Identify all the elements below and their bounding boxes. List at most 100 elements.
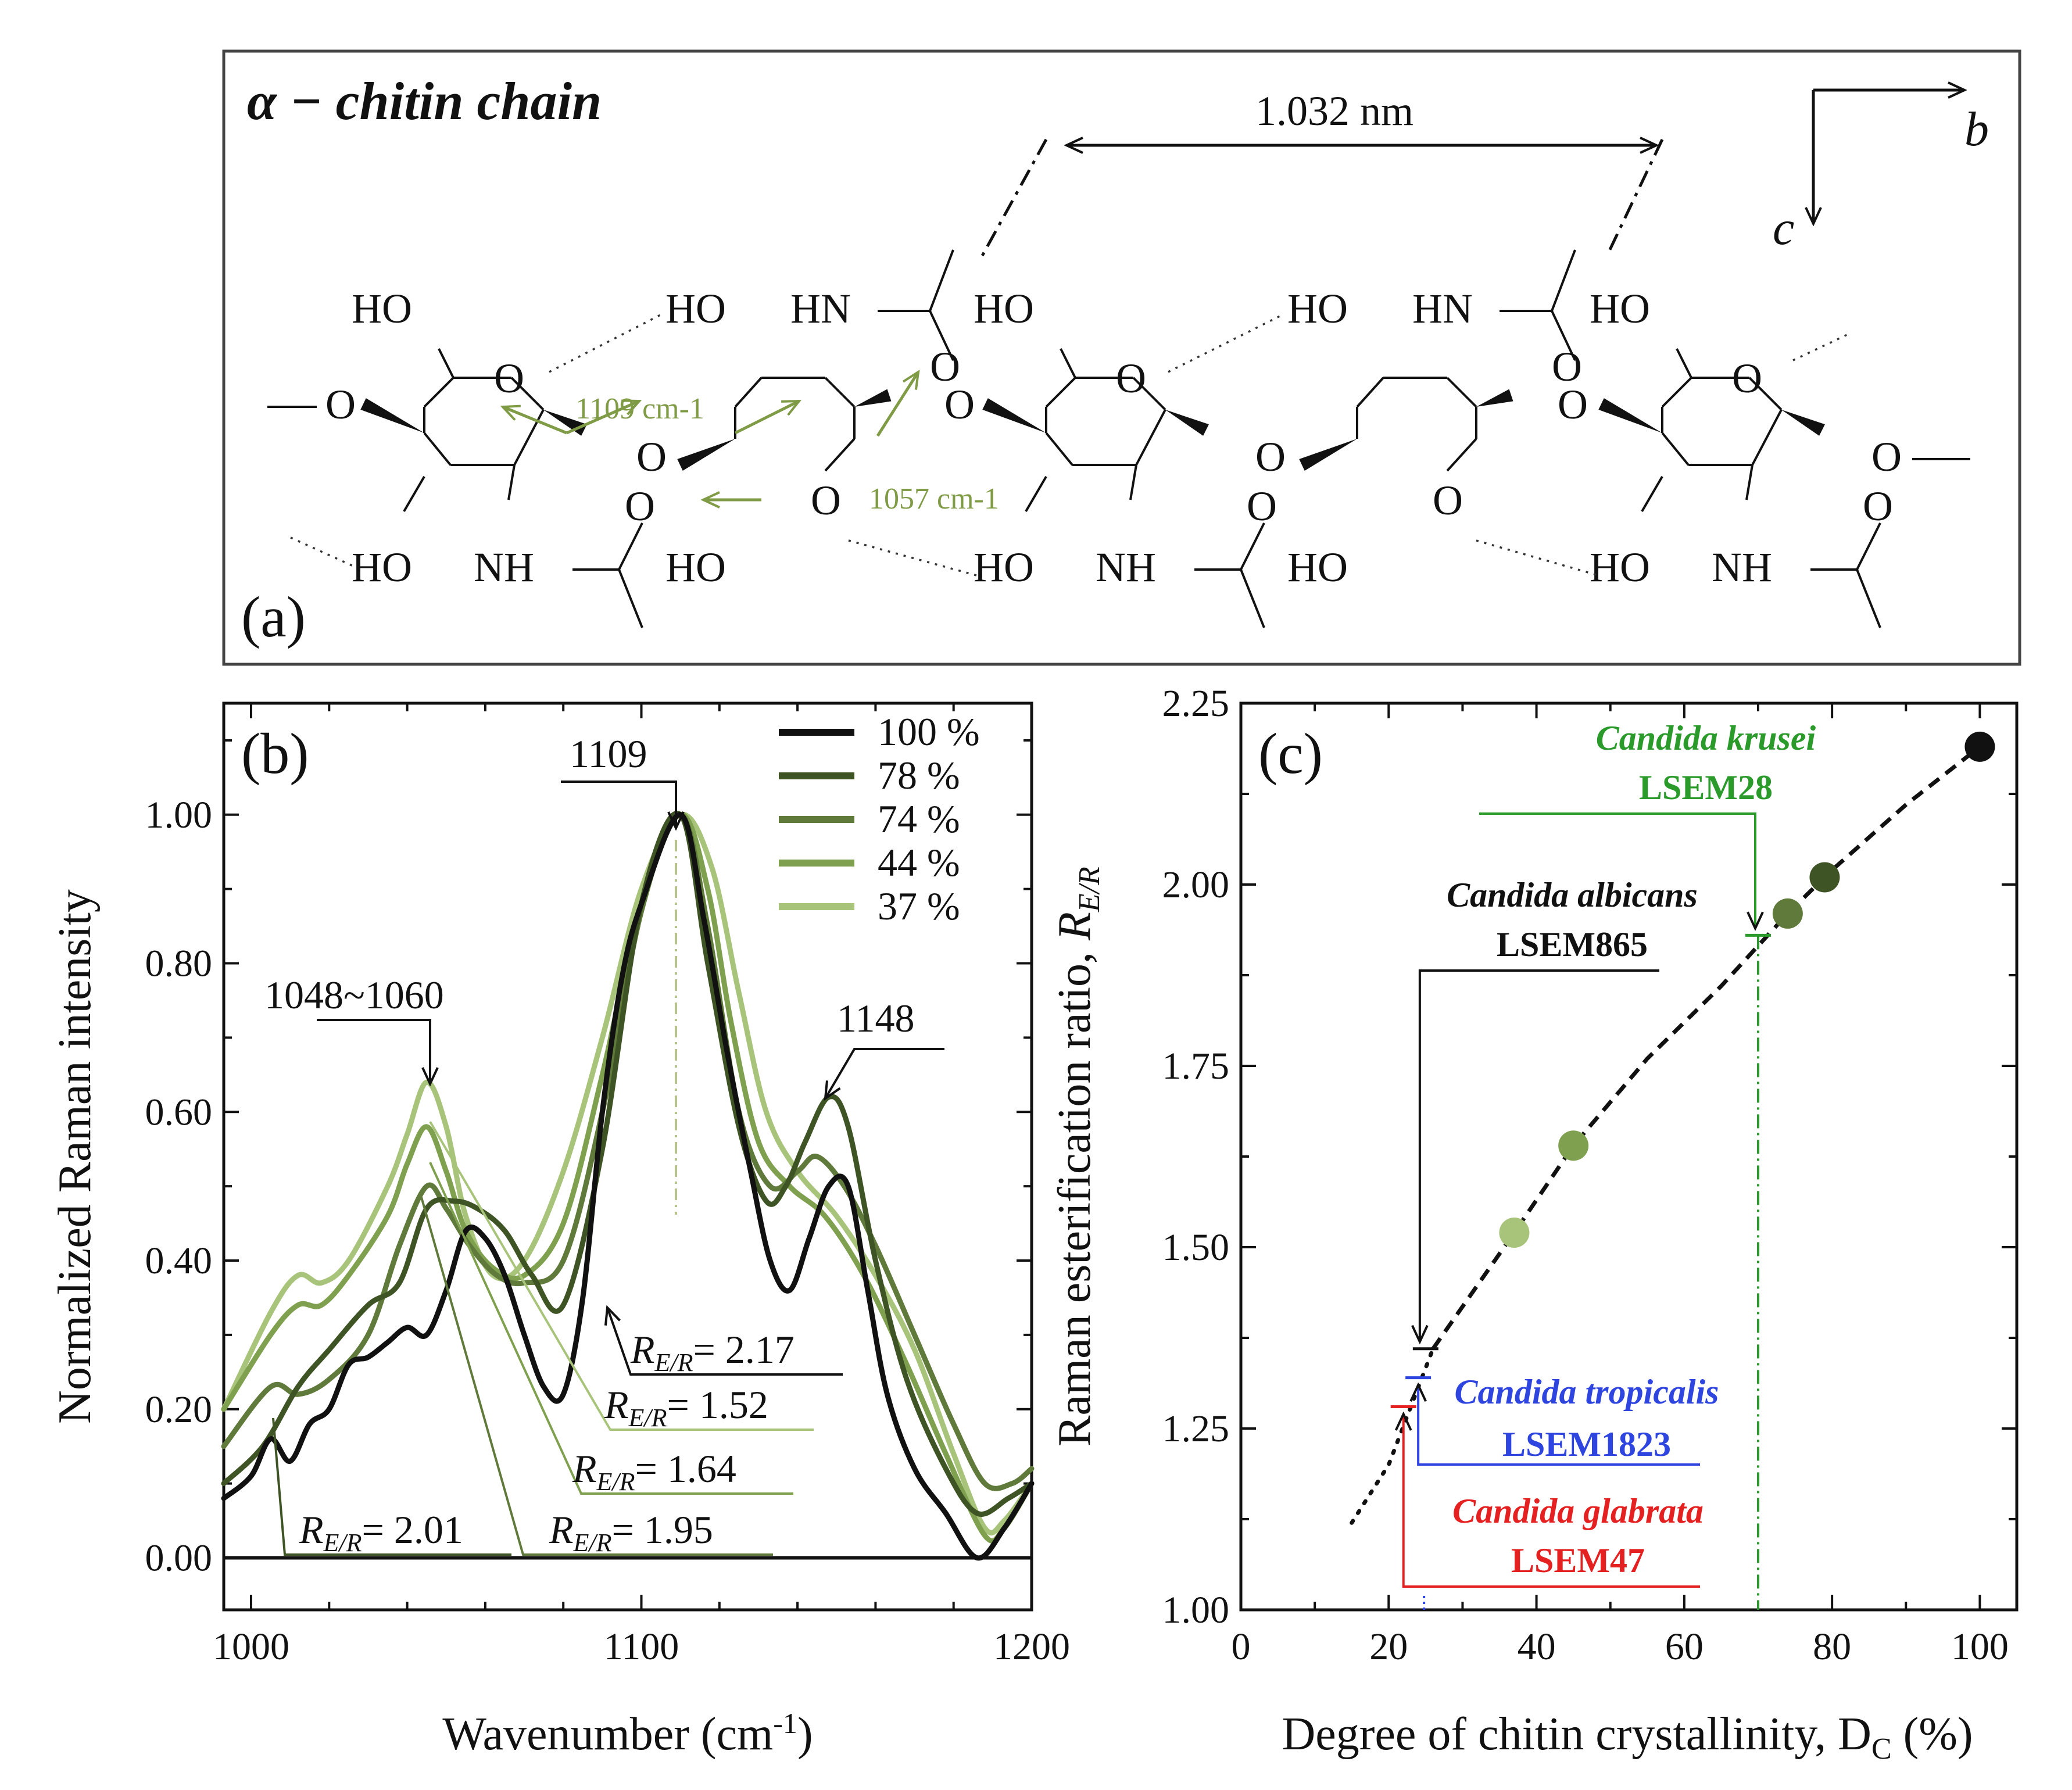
hydrogen-bond bbox=[1792, 333, 1849, 361]
bond bbox=[1661, 432, 1690, 466]
glycosidic-oxygen: O bbox=[1558, 381, 1588, 428]
legend-label: 37 % bbox=[878, 884, 960, 928]
x-tick-label: 1100 bbox=[604, 1626, 679, 1668]
vib-1057-label: 1057 cm-1 bbox=[869, 482, 999, 515]
ring-oxygen: O bbox=[1116, 355, 1146, 402]
y-tick-label: 0.80 bbox=[145, 943, 213, 985]
vib-1109-label: 1109 cm-1 bbox=[575, 392, 704, 425]
bond bbox=[1446, 438, 1477, 472]
bond bbox=[1551, 249, 1576, 312]
y-tick-label: 0.60 bbox=[145, 1091, 213, 1133]
panel-a-label: (a) bbox=[241, 585, 306, 649]
bond bbox=[1856, 569, 1881, 628]
hydroxyl: HO bbox=[1287, 285, 1348, 332]
spectrum-line bbox=[221, 811, 1035, 1535]
x-tick-label: 80 bbox=[1813, 1626, 1851, 1668]
hydrogen-bond bbox=[290, 536, 355, 568]
albicans-strain: LSEM865 bbox=[1497, 925, 1648, 964]
bond bbox=[618, 569, 643, 628]
wedge-bond bbox=[1476, 389, 1513, 407]
carbonyl-oxygen: O bbox=[1247, 483, 1277, 529]
glabrata-strain: LSEM47 bbox=[1511, 1541, 1645, 1580]
data-point bbox=[1809, 862, 1840, 893]
peak-1048-label: 1048~1060 bbox=[264, 973, 444, 1017]
hydroxyl: HO bbox=[1590, 285, 1650, 332]
carbonyl-oxygen: O bbox=[625, 483, 655, 529]
hydroxyl: HO bbox=[974, 285, 1034, 332]
wedge-bond bbox=[854, 389, 892, 407]
axis-indicator bbox=[1813, 90, 1964, 224]
albicans-leader bbox=[1420, 969, 1659, 1342]
legend-label: 74 % bbox=[878, 797, 960, 841]
legend-label: 78 % bbox=[878, 753, 960, 797]
amide-nh: NH bbox=[474, 544, 534, 590]
bond bbox=[1661, 377, 1692, 408]
panel-b-tick-labels: 0.00 0.20 0.40 0.60 0.80 1.00 1000 1100 1200 bbox=[145, 794, 1071, 1668]
ring-oxygen: O bbox=[1732, 355, 1762, 402]
bond bbox=[423, 377, 455, 408]
wedge-bond bbox=[1165, 410, 1209, 436]
data-point bbox=[1558, 1130, 1589, 1161]
legend-label: 100 % bbox=[878, 710, 980, 754]
krusei-strain: LSEM28 bbox=[1639, 768, 1773, 807]
panel-c-crystallinity: 0 20 40 60 80 100 1.00 1.25 1.50 1.75 2.00 2.25 (c)… bbox=[1162, 682, 2019, 1668]
ratio-leaders bbox=[272, 1120, 843, 1556]
amide-nh: NH bbox=[1712, 544, 1772, 590]
peak-1048-annotation bbox=[317, 1019, 430, 1084]
species-annotations: Candida krusei LSEM28 Candida albicans LSEM… bbox=[1404, 719, 1816, 1588]
bond bbox=[1135, 409, 1166, 466]
fit-extrapolation bbox=[1350, 1347, 1436, 1525]
legend-label: 44 % bbox=[878, 840, 960, 885]
panel-c-tick-labels: 0 20 40 60 80 100 1.00 1.25 1.50 1.75 2.00 2.25 bbox=[1162, 682, 2009, 1668]
bond bbox=[423, 432, 452, 466]
ratio-164: RE/R= 1.64 bbox=[572, 1447, 736, 1496]
bond bbox=[1641, 475, 1663, 513]
bond bbox=[1748, 377, 1783, 411]
bond bbox=[824, 438, 856, 472]
bond bbox=[1240, 569, 1265, 628]
carbonyl-oxygen: O bbox=[1552, 343, 1582, 390]
bond bbox=[1551, 310, 1576, 361]
tropicalis-leader bbox=[1418, 1385, 1700, 1466]
tropicalis-species: Candida tropicalis bbox=[1454, 1373, 1719, 1411]
y-tick-label: 1.00 bbox=[1162, 1589, 1230, 1631]
hydroxyl: HO bbox=[665, 285, 726, 332]
krusei-leader bbox=[1479, 812, 1755, 928]
bond bbox=[510, 377, 545, 411]
spectrum-line bbox=[221, 812, 1035, 1561]
amide-hn: HN bbox=[790, 285, 851, 332]
data-points bbox=[1499, 731, 1995, 1248]
y-tick-label: 1.75 bbox=[1162, 1045, 1230, 1087]
hydrogen-bond bbox=[1476, 539, 1599, 577]
bond bbox=[1045, 432, 1073, 466]
bond bbox=[1676, 348, 1692, 378]
bond bbox=[1045, 377, 1076, 408]
y-tick-label: 0.40 bbox=[145, 1240, 213, 1282]
ratio-195: RE/R= 1.95 bbox=[549, 1508, 713, 1557]
bond bbox=[1129, 464, 1137, 500]
bond bbox=[929, 249, 954, 312]
x-tick-label: 100 bbox=[1951, 1626, 2009, 1668]
carbonyl-oxygen: O bbox=[930, 343, 960, 390]
hydrogen-bond bbox=[549, 313, 663, 373]
wedge-bond bbox=[1598, 398, 1662, 433]
panel-a-frame bbox=[222, 49, 2021, 666]
panel-a-title: α − chitin chain bbox=[247, 71, 602, 131]
panel-c-frame bbox=[1239, 701, 2019, 1612]
hydroxyl: HO bbox=[665, 544, 726, 590]
axis-b-label: b bbox=[1964, 102, 1989, 156]
panel-b-label: (b) bbox=[241, 721, 309, 786]
hydrogen-bond bbox=[1168, 313, 1285, 373]
bond bbox=[824, 377, 856, 408]
data-point bbox=[1964, 731, 1995, 762]
x-tick-label: 0 bbox=[1232, 1626, 1251, 1668]
bond bbox=[1745, 464, 1753, 500]
peak-1148-annotation bbox=[825, 1048, 944, 1098]
panel-b-legend: 100 %78 %74 %44 %37 % bbox=[779, 710, 980, 928]
bond bbox=[1132, 377, 1166, 411]
panel-c-axes bbox=[1240, 702, 2017, 1611]
glabrata-species: Candida glabrata bbox=[1452, 1492, 1704, 1530]
y-tick-label: 1.25 bbox=[1162, 1408, 1230, 1450]
glabrata-leader bbox=[1404, 1414, 1700, 1588]
